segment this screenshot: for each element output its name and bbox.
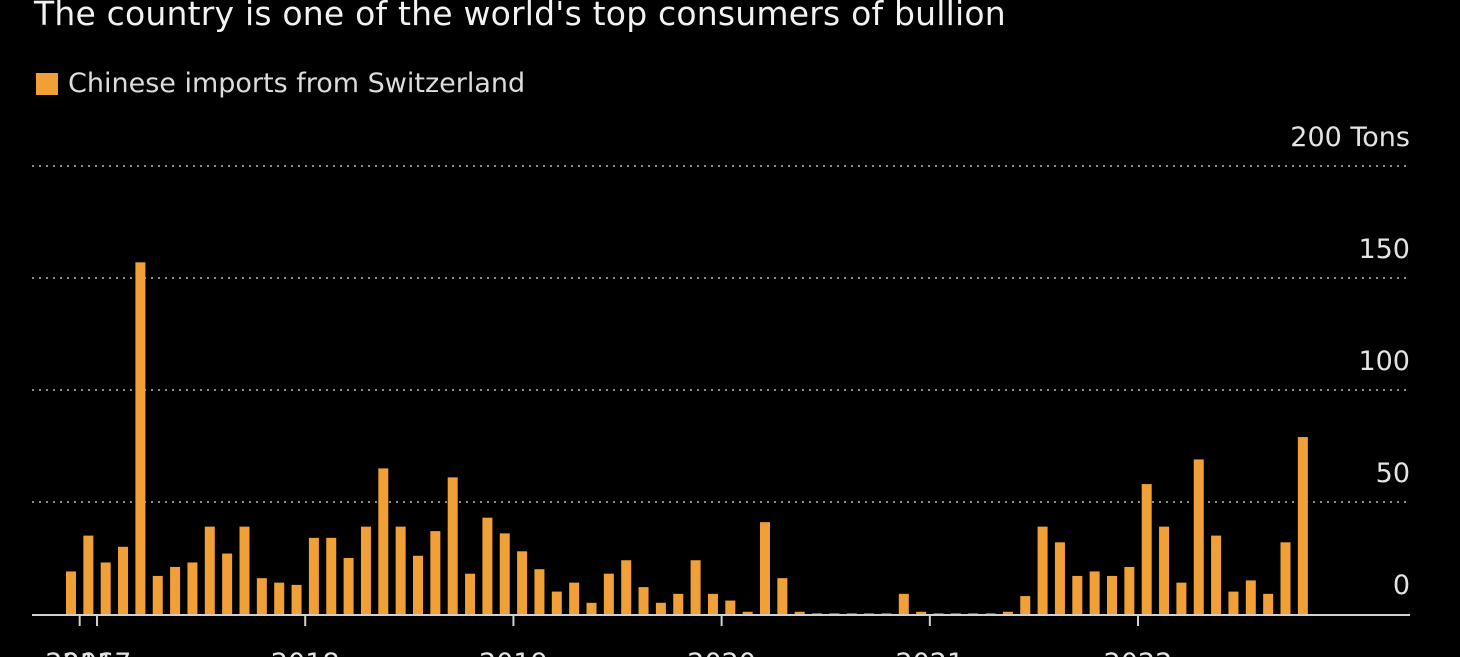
bar	[1089, 571, 1100, 614]
bar	[812, 613, 823, 614]
bar	[343, 558, 354, 614]
x-tick-label: 2019	[479, 648, 548, 657]
bar	[1297, 437, 1308, 614]
bar	[621, 560, 632, 614]
legend-label: Chinese imports from Switzerland	[68, 68, 526, 99]
bar	[1020, 596, 1031, 614]
bar	[395, 526, 406, 614]
bar	[603, 573, 614, 614]
y-tick-label: 150	[1358, 234, 1410, 265]
bar	[517, 551, 528, 614]
legend: Chinese imports from Switzerland	[36, 68, 525, 99]
bar	[482, 517, 493, 614]
bar	[950, 613, 961, 614]
bar	[586, 602, 597, 614]
bar	[465, 573, 476, 614]
bar	[360, 526, 371, 614]
bar	[551, 591, 562, 614]
x-tick-label: 2017	[63, 648, 132, 657]
bar	[326, 537, 337, 614]
x-tick-label: 2020	[687, 648, 756, 657]
bar	[846, 613, 857, 614]
bar	[222, 553, 233, 614]
bar	[725, 600, 736, 614]
x-tick-label: 2016	[45, 648, 114, 657]
bar	[864, 613, 875, 614]
bar	[100, 562, 111, 614]
bar	[1263, 593, 1274, 614]
bar	[534, 569, 545, 614]
bar	[673, 593, 684, 614]
bar	[135, 262, 146, 614]
bar	[1193, 459, 1204, 614]
x-tick-label: 2021	[895, 648, 964, 657]
bar	[499, 533, 510, 614]
bar	[569, 582, 580, 614]
bar	[794, 611, 805, 614]
bar	[638, 587, 649, 614]
bar	[274, 582, 285, 614]
chart-title: The country is one of the world's top co…	[34, 0, 1006, 33]
bar	[378, 468, 389, 614]
bar	[1054, 542, 1065, 614]
bar	[742, 611, 753, 614]
bar	[413, 555, 423, 614]
bar	[447, 477, 458, 614]
bar	[170, 566, 181, 614]
legend-swatch	[36, 72, 58, 95]
bar	[898, 593, 909, 614]
bar	[308, 537, 319, 614]
bar	[933, 613, 944, 614]
bar	[1124, 566, 1135, 614]
bar	[256, 578, 267, 614]
bar	[118, 546, 129, 614]
y-tick-label: 100	[1358, 346, 1410, 377]
bar	[1211, 535, 1222, 614]
bar	[1245, 580, 1256, 614]
x-tick-label: 2022	[1104, 648, 1173, 657]
bar	[1037, 526, 1048, 614]
y-tick-label: 0	[1393, 570, 1410, 601]
bar	[430, 531, 441, 614]
bar	[1002, 611, 1013, 614]
y-tick-label: 200 Tons	[1290, 122, 1410, 153]
bar	[829, 613, 840, 614]
bar	[187, 562, 198, 614]
bar	[1176, 582, 1187, 614]
bar	[1280, 542, 1291, 614]
bar	[152, 575, 163, 614]
bar	[777, 578, 788, 614]
bar	[916, 611, 927, 614]
bar	[1159, 526, 1170, 614]
bar	[83, 535, 94, 614]
bar	[707, 593, 718, 614]
bar	[690, 560, 701, 614]
bar	[985, 613, 996, 614]
bar	[291, 584, 302, 614]
bar	[1107, 575, 1117, 614]
bar	[968, 613, 979, 614]
bar	[1228, 591, 1239, 614]
x-tick-label: 2018	[271, 648, 340, 657]
bar	[239, 526, 250, 614]
bar	[760, 522, 770, 614]
bar	[881, 613, 892, 614]
bar	[1141, 484, 1152, 614]
y-tick-label: 50	[1376, 458, 1410, 489]
bar	[1072, 575, 1083, 614]
bar	[66, 571, 76, 614]
bar	[655, 602, 666, 614]
bar	[204, 526, 215, 614]
